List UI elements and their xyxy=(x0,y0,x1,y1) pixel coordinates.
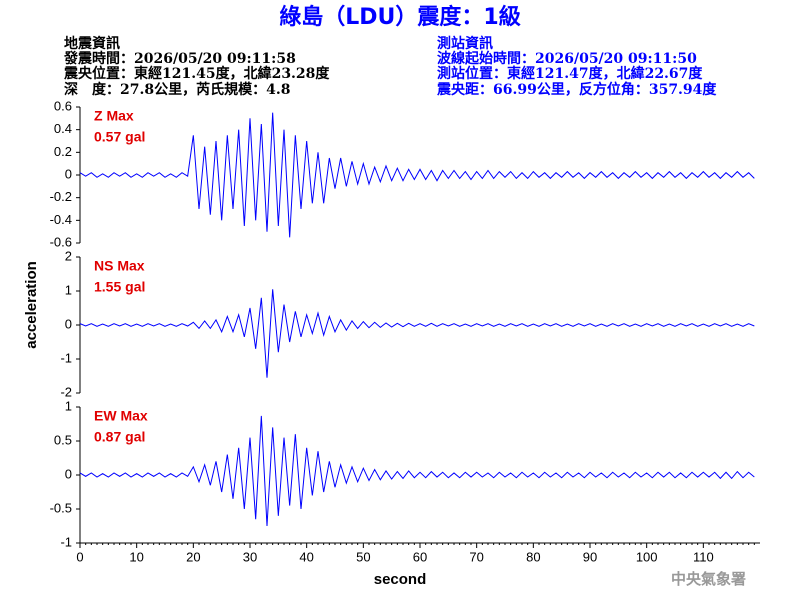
y-tick-label: 0.2 xyxy=(54,144,72,159)
x-tick-label: 60 xyxy=(413,549,427,564)
y-tick-label: 0.4 xyxy=(54,121,72,136)
x-tick-label: 80 xyxy=(526,549,540,564)
waveform xyxy=(79,415,755,527)
x-tick-label: 70 xyxy=(469,549,483,564)
y-tick-label: 2 xyxy=(65,248,72,263)
title: 綠島（LDU）震度：1級 xyxy=(279,4,520,30)
station-info: 測站位置：東經121.47度，北緯22.67度 xyxy=(437,65,703,82)
annotation: NS Max xyxy=(94,258,145,274)
x-tick-label: 10 xyxy=(129,549,143,564)
y-tick-label: -0.5 xyxy=(50,500,72,515)
y-tick-label: -0.2 xyxy=(50,189,72,204)
x-tick-label: 50 xyxy=(356,549,370,564)
annotation: Z Max xyxy=(94,108,134,124)
y-axis-label: acceleration xyxy=(23,261,40,349)
y-tick-label: -1 xyxy=(60,350,72,365)
x-tick-label: 90 xyxy=(583,549,597,564)
y-tick-label: 0 xyxy=(65,166,72,181)
event-info: 震央位置：東經121.45度，北緯23.28度 xyxy=(63,65,330,82)
x-tick-label: 0 xyxy=(76,549,83,564)
x-tick-label: 110 xyxy=(693,549,714,564)
y-tick-label: -1 xyxy=(60,534,72,549)
y-tick-label: 1 xyxy=(65,398,72,413)
y-tick-label: 1 xyxy=(65,282,72,297)
y-tick-label: -0.6 xyxy=(50,234,72,249)
x-axis-label: second xyxy=(374,571,427,588)
station-info: 波線起始時間：2026/05/20 09:11:50 xyxy=(437,50,697,67)
station-heading: 測站資訊 xyxy=(437,35,493,52)
event-heading: 地震資訊 xyxy=(64,35,120,52)
annotation: EW Max xyxy=(94,408,148,424)
x-tick-label: 100 xyxy=(636,549,658,564)
y-tick-label: -0.4 xyxy=(50,212,72,227)
annotation: 0.87 gal xyxy=(94,429,145,445)
x-tick-label: 40 xyxy=(299,549,313,564)
station-info: 震央距：66.99公里，反方位角：357.94度 xyxy=(436,81,717,98)
annotation: 1.55 gal xyxy=(94,279,145,295)
y-tick-label: 0.5 xyxy=(54,432,72,447)
x-tick-label: 30 xyxy=(243,549,257,564)
waveform xyxy=(79,289,755,378)
y-tick-label: 0 xyxy=(65,316,72,331)
waveform xyxy=(79,112,755,238)
annotation: 0.57 gal xyxy=(94,129,145,145)
y-tick-label: -2 xyxy=(60,384,72,399)
y-tick-label: 0 xyxy=(65,466,72,481)
y-tick-label: 0.6 xyxy=(54,98,72,113)
x-tick-label: 20 xyxy=(186,549,200,564)
event-info: 發震時間：2026/05/20 09:11:58 xyxy=(63,50,296,67)
footer: 中央氣象署 xyxy=(671,570,746,588)
event-info: 深 度：27.8公里，芮氏規模：4.8 xyxy=(64,81,290,98)
